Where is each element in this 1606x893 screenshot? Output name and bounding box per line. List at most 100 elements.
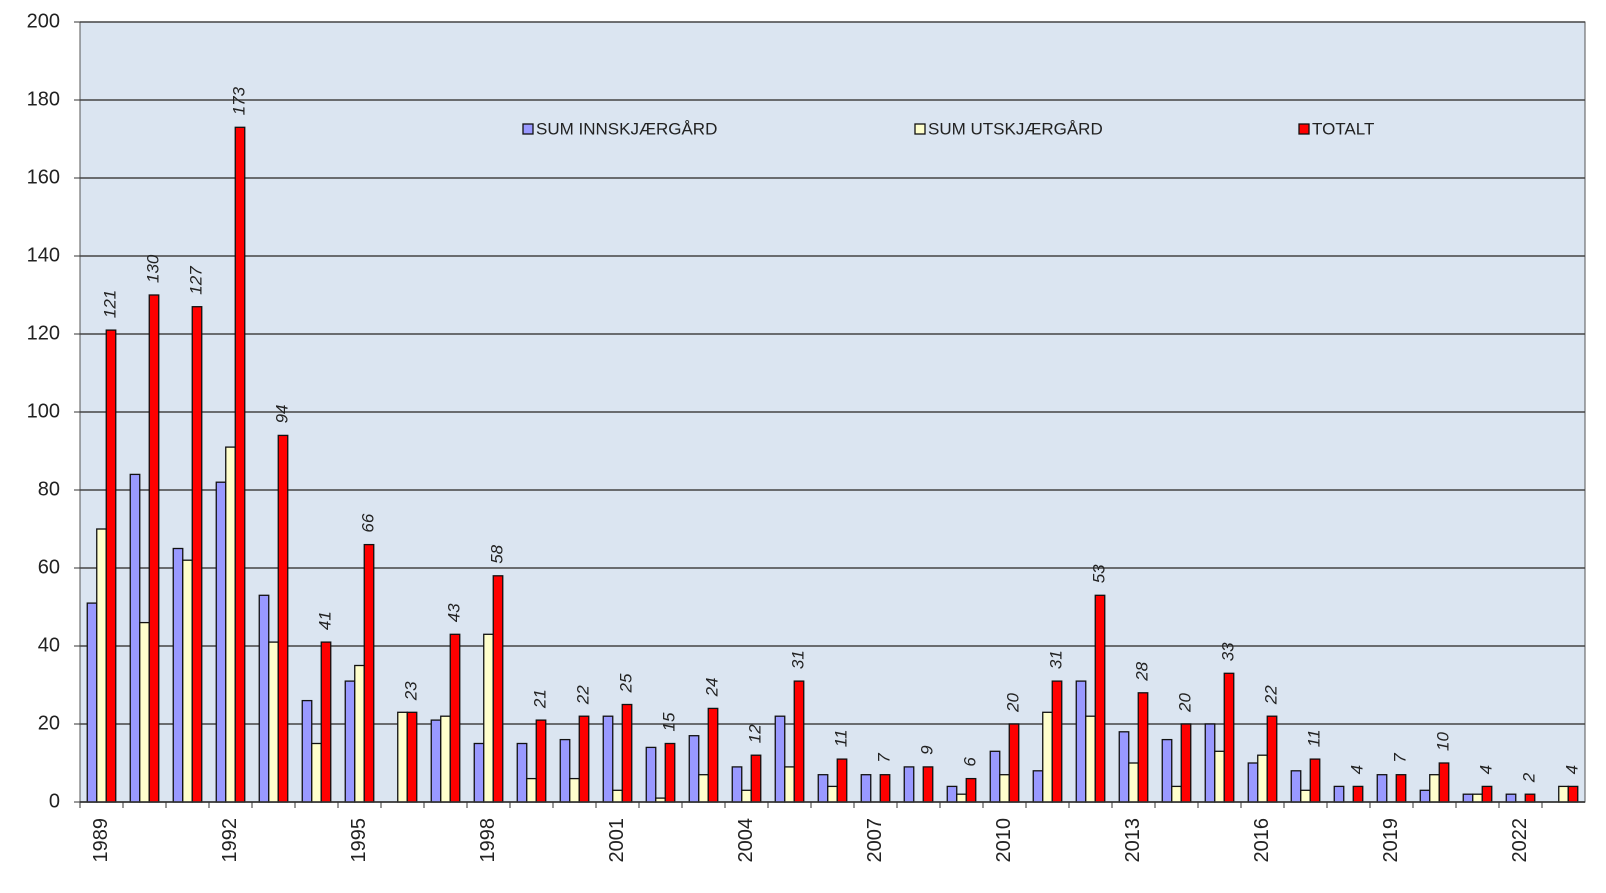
bar — [1085, 715, 1096, 803]
y-tick-label: 120 — [27, 322, 60, 344]
bar — [258, 594, 270, 803]
data-label: 33 — [1218, 642, 1237, 661]
bar — [1309, 758, 1321, 803]
x-tick-label: 2010 — [993, 818, 1015, 863]
data-label: 11 — [831, 729, 850, 747]
bar — [741, 789, 752, 803]
bar — [105, 329, 117, 803]
data-label: 25 — [616, 673, 635, 693]
data-label: 21 — [530, 689, 549, 709]
legend-label: SUM UTSKJÆRGÅRD — [928, 119, 1103, 138]
bar — [1214, 750, 1225, 803]
bar — [139, 621, 150, 803]
bar — [645, 746, 657, 803]
bar — [473, 742, 485, 803]
data-label: 23 — [401, 681, 420, 701]
bar — [664, 742, 676, 803]
bar — [784, 766, 795, 803]
data-label: 130 — [143, 254, 162, 283]
bar — [1333, 785, 1345, 803]
data-label: 11 — [1304, 729, 1323, 747]
data-label: 43 — [444, 603, 463, 622]
bar — [182, 559, 193, 803]
data-label: 53 — [1089, 564, 1108, 583]
data-label: 7 — [1390, 753, 1409, 763]
bar — [860, 774, 872, 803]
bar — [1128, 762, 1139, 803]
bar — [1505, 793, 1517, 803]
bar — [1247, 762, 1259, 803]
data-label: 94 — [272, 404, 291, 423]
bar — [999, 774, 1010, 803]
data-label: 10 — [1433, 732, 1452, 751]
bar — [449, 633, 461, 803]
bar — [817, 774, 829, 803]
data-label: 66 — [358, 513, 377, 532]
bar — [612, 789, 623, 803]
x-tick-label: 2019 — [1380, 818, 1402, 863]
x-tick-label: 1998 — [477, 818, 499, 863]
y-tick-label: 140 — [27, 244, 60, 266]
bar — [569, 777, 580, 803]
y-tick-label: 60 — [38, 556, 60, 578]
bar — [827, 785, 838, 803]
y-tick-label: 80 — [38, 478, 60, 500]
data-label: 173 — [229, 86, 248, 115]
x-tick-label: 2001 — [606, 818, 628, 863]
bar — [148, 294, 160, 803]
bar — [578, 715, 590, 803]
data-label: 24 — [702, 677, 721, 697]
bar — [879, 774, 891, 803]
bar — [903, 766, 915, 803]
bar — [1290, 770, 1302, 803]
bar — [492, 575, 504, 803]
bar — [406, 711, 418, 803]
data-label: 41 — [315, 611, 334, 630]
bar — [707, 707, 719, 803]
bar — [320, 641, 332, 803]
bar — [129, 473, 141, 803]
bar — [1567, 785, 1579, 803]
bar — [526, 777, 537, 803]
x-tick-label: 2013 — [1122, 818, 1144, 863]
bar — [225, 446, 236, 803]
y-tick-label: 20 — [38, 712, 60, 734]
bar — [1094, 594, 1106, 803]
bar — [774, 715, 786, 803]
x-tick-label: 1989 — [90, 818, 112, 863]
x-tick-label: 2004 — [735, 818, 757, 863]
bar — [234, 126, 246, 803]
x-tick-label: 2016 — [1251, 818, 1273, 863]
bar — [922, 766, 934, 803]
bar — [946, 785, 958, 803]
bar — [1051, 680, 1063, 803]
data-label: 4 — [1562, 765, 1581, 774]
data-label: 58 — [487, 544, 506, 563]
bar — [1257, 754, 1268, 803]
data-label: 121 — [100, 290, 119, 318]
x-tick-label: 2022 — [1509, 818, 1531, 863]
data-label: 22 — [1261, 685, 1280, 705]
bar — [793, 680, 805, 803]
data-label: 6 — [960, 757, 979, 767]
bar — [1171, 785, 1182, 803]
data-label: 9 — [917, 745, 936, 755]
bar — [1161, 738, 1173, 803]
bar — [301, 699, 313, 803]
x-tick-label: 1995 — [348, 818, 370, 863]
bar — [688, 735, 700, 803]
bar — [1008, 723, 1020, 803]
bar — [215, 481, 227, 803]
y-tick-label: 0 — [49, 790, 60, 812]
data-label: 12 — [745, 724, 764, 743]
bar — [535, 719, 547, 803]
bar — [1352, 785, 1364, 803]
data-label: 31 — [788, 650, 807, 669]
bar — [96, 528, 107, 803]
bar — [440, 715, 451, 803]
bar — [1223, 672, 1235, 803]
bar — [1075, 680, 1087, 803]
bar — [1300, 789, 1311, 803]
